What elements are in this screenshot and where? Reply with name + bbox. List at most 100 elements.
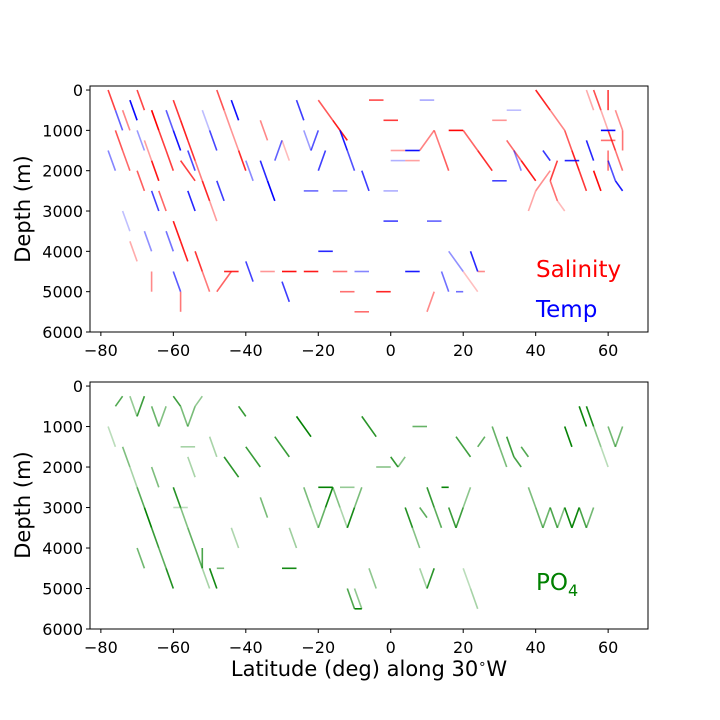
bottom-po4-segment bbox=[477, 436, 486, 448]
top-salinity-segment bbox=[158, 190, 167, 212]
top-temp-segment bbox=[448, 250, 464, 272]
top-temp-segment bbox=[361, 170, 370, 192]
bottom-po4-segment bbox=[288, 527, 298, 549]
bottom-po4-segment bbox=[563, 426, 573, 448]
top-salinity-segment bbox=[208, 200, 218, 222]
bottom-po4-segment bbox=[527, 487, 537, 508]
top-temp-segment bbox=[150, 190, 160, 212]
bottom-po4-segment bbox=[390, 456, 399, 468]
top-salinity-segment bbox=[592, 89, 602, 111]
bottom-po4-segment bbox=[433, 507, 443, 529]
top-temp-segment bbox=[245, 261, 254, 282]
top-temp-segment bbox=[607, 160, 617, 182]
top-temp-segment bbox=[303, 130, 312, 151]
top-temp-segment bbox=[542, 150, 551, 162]
bottom-po4-segment bbox=[187, 456, 196, 478]
bottom-po4-segment bbox=[513, 456, 522, 468]
top-temp-segment bbox=[245, 160, 254, 182]
bottom-po4-segment bbox=[585, 406, 595, 427]
bottom-po4-segment bbox=[585, 507, 595, 529]
top-salinity-segment bbox=[172, 99, 182, 121]
bottom-po4-segment bbox=[187, 527, 196, 549]
bottom-po4-segment bbox=[324, 487, 334, 508]
top-salinity-segment bbox=[462, 271, 479, 293]
top-y-tick-label: 6000 bbox=[42, 323, 83, 342]
bottom-x-tick-label: 60 bbox=[598, 638, 618, 657]
top-salinity-segment bbox=[216, 271, 232, 293]
bottom-po4-segment bbox=[462, 487, 472, 508]
bottom-x-tick-label: −20 bbox=[301, 638, 335, 657]
top-salinity-segment bbox=[426, 291, 435, 313]
bottom-po4-segment bbox=[426, 568, 435, 589]
top-salinity-segment bbox=[194, 160, 204, 182]
bottom-po4-segment bbox=[563, 507, 573, 529]
top-temp-segment bbox=[339, 130, 349, 151]
bottom-po4-segment bbox=[418, 568, 428, 589]
bottom-po4-segment bbox=[158, 547, 167, 569]
bottom-po4-segment bbox=[455, 507, 464, 529]
top-x-tick-label: 0 bbox=[386, 341, 396, 360]
top-salinity-segment bbox=[563, 130, 573, 151]
bottom-y-tick-label: 5000 bbox=[42, 580, 83, 599]
bottom-po4-segment bbox=[136, 547, 146, 569]
top-salinity-segment bbox=[150, 160, 160, 182]
bottom-po4-segment bbox=[230, 527, 240, 549]
top-axis-ticks: −80 −60 −40 −20 0 20 40 60 0 1000 2000 3000 4000 5000… bbox=[42, 81, 618, 360]
bottom-po4-segment bbox=[498, 446, 508, 468]
bottom-po4-segment bbox=[534, 507, 544, 529]
bottom-y-tick-label: 4000 bbox=[42, 539, 83, 558]
top-salinity-segment bbox=[433, 130, 443, 151]
top-temp-segment bbox=[266, 180, 276, 202]
bottom-po4-segment bbox=[172, 395, 182, 407]
bottom-po4-segment bbox=[143, 507, 153, 529]
top-temp-segment bbox=[281, 281, 291, 303]
top-temp-segment bbox=[208, 130, 218, 151]
top-temp-segment bbox=[165, 230, 175, 252]
top-salinity-segment bbox=[520, 160, 537, 182]
bottom-po4-segment bbox=[129, 395, 138, 417]
bottom-po4-segment bbox=[223, 456, 240, 478]
bottom-plot-marks bbox=[107, 395, 624, 610]
top-temp-segment bbox=[513, 150, 522, 171]
top-temp-segment bbox=[165, 109, 175, 131]
top-salinity-segment bbox=[187, 140, 196, 161]
top-salinity-segment bbox=[165, 150, 175, 171]
top-salinity-segment bbox=[332, 119, 348, 141]
top-salinity-segment bbox=[592, 170, 602, 192]
top-temp-segment bbox=[136, 130, 146, 151]
top-temp-segment bbox=[121, 210, 131, 232]
top-y-tick-label: 1000 bbox=[42, 121, 83, 140]
top-temp-segment bbox=[317, 150, 327, 171]
top-salinity-segment bbox=[230, 130, 240, 151]
top-salinity-segment bbox=[578, 170, 588, 192]
top-salinity-segment bbox=[136, 89, 146, 111]
bottom-y-tick-label: 0 bbox=[73, 377, 83, 396]
bottom-po4-segment bbox=[172, 487, 182, 508]
bottom-po4-segment bbox=[259, 497, 269, 518]
bottom-plot-frame bbox=[89, 381, 649, 630]
top-salinity-segment bbox=[194, 251, 204, 272]
top-salinity-segment bbox=[179, 120, 189, 141]
bottom-po4-segment bbox=[346, 507, 356, 529]
bottom-po4-segment bbox=[505, 436, 515, 458]
bottom-po4-segment bbox=[237, 405, 247, 417]
top-temp-segment bbox=[143, 230, 153, 252]
bottom-po4-segment bbox=[107, 426, 117, 448]
bottom-x-tick-label: 40 bbox=[525, 638, 545, 657]
top-temp-segment bbox=[259, 160, 269, 182]
bottom-po4-segment bbox=[179, 406, 189, 427]
top-y-tick-label: 0 bbox=[73, 81, 83, 100]
top-salinity-segment bbox=[600, 109, 609, 131]
top-temp-segment bbox=[440, 271, 450, 292]
legend-po4-main: PO bbox=[536, 570, 568, 596]
top-temp-segment bbox=[187, 150, 196, 171]
bottom-po4-segment bbox=[353, 487, 363, 508]
legend-salinity: Salinity bbox=[536, 257, 621, 283]
top-temp-segment bbox=[107, 150, 117, 171]
top-x-tick-label: −80 bbox=[84, 341, 118, 360]
top-x-tick-label: 60 bbox=[598, 341, 618, 360]
top-salinity-segment bbox=[549, 180, 559, 202]
bottom-po4-segment bbox=[165, 568, 175, 589]
bottom-po4-segment bbox=[455, 436, 472, 458]
